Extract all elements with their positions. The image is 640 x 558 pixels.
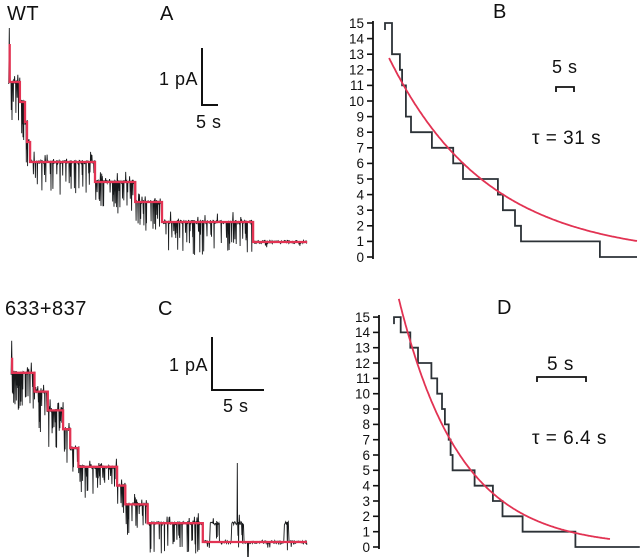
y-axis-tick-label: 12 [349,63,364,78]
y-axis-tick-label: 4 [362,479,370,494]
scale-bar [211,337,264,391]
scalebar-time-label-d: 5 s [547,354,574,375]
panel-letter-a: A [160,3,174,25]
scalebar-time-label-c: 5 s [223,396,249,416]
y-axis-tick-label: 11 [356,371,370,386]
y-axis-tick-label: 1 [362,525,370,540]
scalebar-time-label-a: 5 s [196,112,222,132]
panel-letter-b: B [493,1,507,23]
y-axis-tick-label: 15 [355,310,370,325]
panel-letter-d: D [497,297,512,319]
idealized-staircase-fit-line [10,357,307,544]
y-axis-tick-label: 9 [362,402,370,417]
y-axis-tick-label: 13 [355,341,370,356]
y-axis-tick-label: 7 [362,433,370,448]
current-trace-noise-line [8,27,308,255]
y-axis-tick-label: 0 [362,540,370,555]
y-axis-tick-label: 8 [362,417,370,432]
scale-bar [201,48,218,106]
y-axis-tick-label: 10 [349,94,364,109]
y-axis-tick-label: 13 [349,47,364,62]
time-scale-bracket [536,376,587,382]
scalebar-current-label-a: 1 pA [158,69,198,89]
panel-letter-c: C [158,298,173,320]
tau-annotation-b: τ = 31 s [532,128,602,149]
y-axis-tick-label: 15 [349,16,364,31]
group-label-mutant: 633+837 [5,298,87,320]
y-axis-tick-label: 12 [355,356,370,371]
y-axis-tick-label: 10 [355,387,370,402]
y-axis-tick-label: 8 [356,125,364,140]
y-axis-tick-label: 4 [356,187,364,202]
exponential-fit-curve [388,57,638,242]
current-trace-noise-line [10,340,308,558]
y-axis-tick-label: 2 [356,219,364,234]
time-scale-bracket [555,86,575,92]
scalebar-time-label-b: 5 s [552,57,578,77]
group-label-wt: WT [7,3,40,25]
panel-a-current-trace-plot [8,27,308,255]
y-axis-tick-label: 1 [356,234,364,249]
y-axis-tick-label: 9 [356,109,364,124]
y-axis-tick-label: 7 [356,141,364,156]
y-axis-tick-label: 2 [362,509,370,524]
idealized-staircase-fit-line [8,44,308,244]
y-axis-tick-label: 3 [356,203,364,218]
panel-c-current-trace-plot [10,337,308,558]
y-axis-tick-label: 5 [362,463,370,478]
tau-annotation-d: τ = 6.4 s [532,428,607,449]
y-axis-tick-label: 11 [350,78,364,93]
channel-count-staircase-line [384,22,637,258]
y-axis-tick-label: 5 [356,172,364,187]
y-axis-tick-label: 14 [355,325,371,340]
exponential-fit-curve [397,298,611,540]
y-axis-tick-label: 6 [362,448,370,463]
y-axis-tick-label: 0 [356,250,364,265]
y-axis-tick-label: 3 [362,494,370,509]
y-axis-tick-label: 14 [349,31,365,46]
scalebar-current-label-c: 1 pA [168,355,208,375]
y-axis-tick-label: 6 [356,156,364,171]
